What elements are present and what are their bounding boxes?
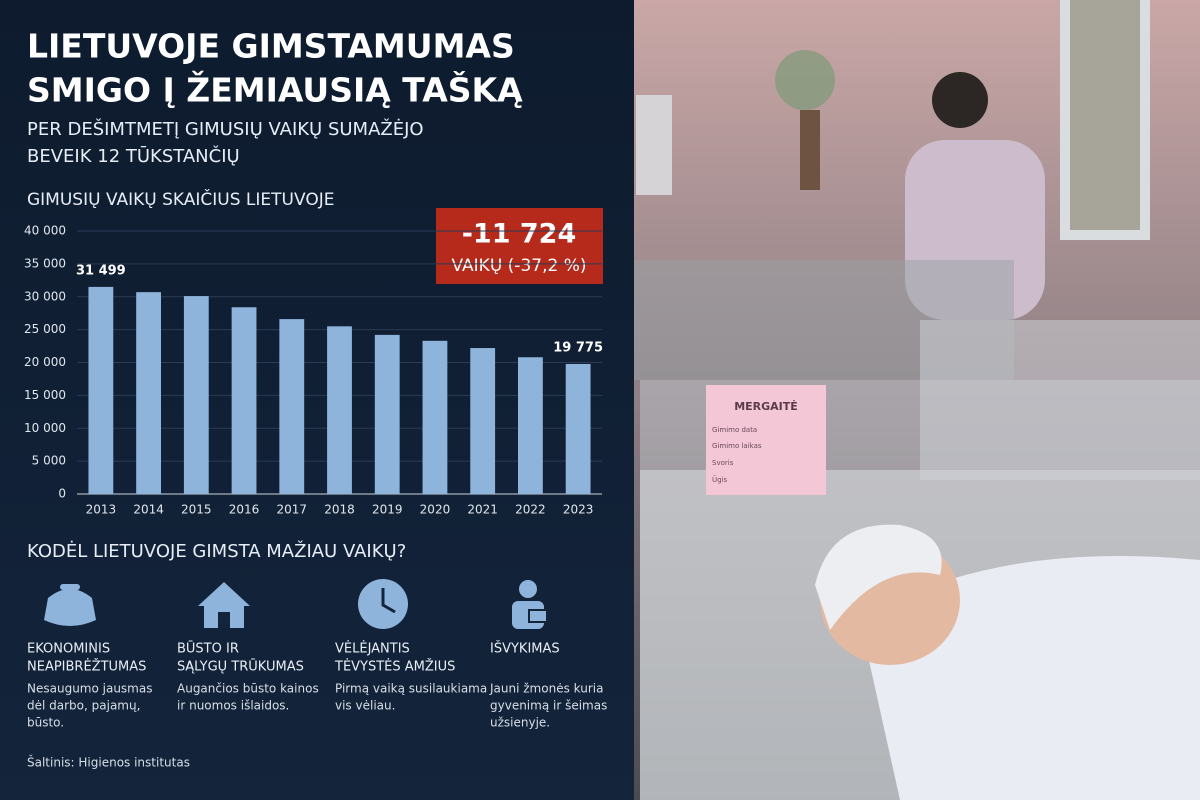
bar — [136, 292, 161, 494]
reason-text: Jauni žmonės kuria — [489, 682, 603, 696]
x-tick-label: 2021 — [467, 503, 498, 517]
reason-title: EKONOMINIS — [27, 642, 110, 657]
bar — [374, 334, 400, 494]
x-tick-label: 2022 — [515, 503, 546, 517]
y-tick-label: 0 — [58, 487, 66, 501]
subtitle: PER DEŠIMTMETĮ GIMUSIŲ VAIKŲ SUMAŽĖJO — [27, 118, 424, 140]
reason-text: vis vėliau. — [335, 699, 395, 713]
x-tick-label: 2015 — [181, 503, 212, 517]
x-tick-label: 2016 — [229, 503, 260, 517]
title: SMIGO Į ŽEMIAUSIĄ TAŠKĄ — [27, 70, 523, 110]
x-tick-label: 2018 — [324, 503, 355, 517]
callout-box — [436, 208, 603, 284]
bar — [183, 296, 209, 494]
reasons: EKONOMINIS NEAPIBRĖŽTUMAS Nesaugumo jausma… — [27, 641, 607, 730]
y-tick-label: 5 000 — [32, 454, 66, 468]
callout-text: VAIKŲ (-37,2 %) — [452, 256, 587, 276]
icons — [44, 579, 548, 629]
reason-title: VĖLĖJANTIS — [335, 641, 410, 657]
bar — [565, 363, 591, 494]
reason-text: Nesaugumo jausmas — [27, 682, 152, 696]
value-label: 31 499 — [76, 263, 126, 278]
x-tick-label: 2013 — [86, 503, 117, 517]
value-label: 19 775 — [553, 340, 603, 355]
reason-text: užsienyje. — [490, 716, 550, 730]
y-tick-label: 10 000 — [24, 421, 66, 435]
reason-text: būsto. — [27, 716, 64, 730]
title: LIETUVOJE GIMSTAMUMAS — [27, 27, 515, 66]
tag-field: Ūgis — [712, 475, 728, 484]
callout-value: -11 724 — [462, 219, 577, 250]
bar-chart: 0 5 000 10 000 15 000 20 000 25 000 30 000 35 0… — [24, 224, 603, 517]
source: Šaltinis: Higienos institutas — [27, 755, 190, 770]
y-tick-label: 25 000 — [24, 322, 66, 336]
bar — [422, 340, 448, 494]
reason-title: TĖVYSTĖS AMŽIUS — [334, 659, 455, 675]
x-tick-label: 2014 — [133, 503, 164, 517]
x-tick-label: 2017 — [276, 503, 307, 517]
chart-title: GIMUSIŲ VAIKŲ SKAIČIUS LIETUVOJE — [27, 188, 334, 210]
reason-text: Augančios būsto kainos — [177, 682, 319, 696]
bar — [470, 348, 496, 494]
reason-text: ir nuomos išlaidos. — [177, 699, 289, 713]
reason-title: SĄLYGŲ TRŪKUMAS — [177, 660, 304, 675]
reasons-title: KODĖL LIETUVOJE GIMSTA MAŽIAU VAIKŲ? — [27, 540, 406, 562]
reason-text: dėl darbo, pajamų, — [27, 699, 140, 713]
reason-title: BŪSTO IR — [177, 642, 239, 657]
reason-title: IŠVYKIMAS — [490, 641, 560, 657]
x-tick-label: 2023 — [563, 503, 594, 517]
tag-field: Gimimo laikas — [712, 442, 762, 450]
tag-title: MERGAITĖ — [734, 399, 798, 413]
bar — [231, 307, 257, 494]
bar — [327, 326, 352, 494]
reason-title: NEAPIBRĖŽTUMAS — [27, 659, 146, 675]
photo: MERGAITĖ Gimimo data Gimimo laikas Svori… — [634, 0, 1200, 800]
bar — [279, 319, 305, 494]
y-tick-label: 20 000 — [24, 355, 66, 369]
tag-field: Gimimo data — [712, 426, 757, 434]
y-tick-label: 40 000 — [24, 224, 66, 238]
y-tick-label: 35 000 — [24, 256, 66, 270]
y-tick-label: 30 000 — [24, 289, 66, 303]
x-tick-label: 2020 — [420, 503, 451, 517]
y-tick-label: 15 000 — [24, 388, 66, 402]
subtitle: BEVEIK 12 TŪKSTANČIŲ — [27, 145, 240, 167]
bar — [518, 357, 543, 494]
bar — [88, 286, 114, 494]
reason-text: Pirmą vaiką susilaukiama — [335, 682, 487, 696]
tag-field: Svoris — [712, 459, 734, 467]
reason-text: gyvenimą ir šeimas — [490, 699, 607, 713]
x-tick-label: 2019 — [372, 503, 403, 517]
